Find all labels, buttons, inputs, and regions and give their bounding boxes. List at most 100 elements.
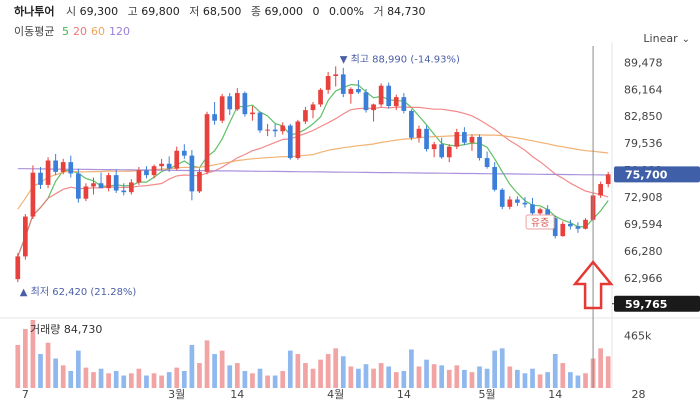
ma-period-5[interactable]: 5 [61, 25, 69, 38]
candle-body[interactable] [454, 132, 460, 147]
candle-body[interactable] [575, 226, 581, 229]
candle-body[interactable] [340, 74, 346, 94]
volume-bar[interactable] [83, 367, 89, 388]
volume-bar[interactable] [174, 367, 180, 388]
volume-bar[interactable] [462, 369, 467, 388]
volume-bar[interactable] [499, 348, 505, 388]
ma-period-60[interactable]: 60 [90, 25, 105, 38]
volume-bar[interactable] [424, 359, 429, 388]
candle-body[interactable] [393, 97, 399, 107]
candle-body[interactable] [250, 112, 255, 115]
volume-bar[interactable] [439, 365, 445, 388]
volume-bar[interactable] [128, 373, 134, 388]
candle-body[interactable] [303, 110, 308, 122]
candle-body[interactable] [287, 125, 293, 159]
volume-bar[interactable] [212, 354, 217, 388]
candle-body[interactable] [530, 204, 535, 214]
volume-bar[interactable] [310, 368, 316, 388]
candle-body[interactable] [515, 199, 520, 203]
volume-bar[interactable] [454, 365, 460, 388]
volume-bar[interactable] [560, 363, 566, 388]
scale-dropdown[interactable]: Linear ⌄ [643, 32, 690, 45]
volume-bar[interactable] [575, 375, 581, 388]
volume-bar[interactable] [469, 372, 475, 388]
volume-bar[interactable] [15, 344, 21, 388]
volume-bar[interactable] [151, 373, 157, 388]
volume-bar[interactable] [303, 363, 308, 388]
candle-body[interactable] [113, 175, 119, 191]
candle-body[interactable] [75, 173, 81, 199]
volume-bar[interactable] [537, 374, 543, 388]
volume-bar[interactable] [484, 368, 490, 388]
candle-body[interactable] [545, 209, 551, 219]
candle-body[interactable] [265, 129, 270, 131]
volume-bar[interactable] [204, 340, 210, 388]
candle-body[interactable] [30, 172, 36, 217]
candle-body[interactable] [242, 93, 248, 115]
candle-body[interactable] [446, 146, 452, 158]
volume-bar[interactable] [363, 364, 369, 388]
volume-bar[interactable] [250, 373, 255, 388]
candle-body[interactable] [212, 114, 217, 121]
volume-bar[interactable] [181, 371, 187, 388]
candle-body[interactable] [83, 186, 89, 199]
volume-bar[interactable] [340, 356, 346, 388]
candle-body[interactable] [439, 144, 445, 158]
candle-body[interactable] [552, 218, 558, 237]
candle-body[interactable] [469, 136, 475, 143]
candle-body[interactable] [333, 74, 339, 76]
volume-bar[interactable] [75, 350, 81, 388]
candle-body[interactable] [348, 89, 354, 94]
volume-bar[interactable] [446, 369, 452, 388]
candle-body[interactable] [280, 125, 286, 132]
volume-bar[interactable] [386, 366, 392, 388]
volume-bar[interactable] [265, 375, 270, 388]
volume-bar[interactable] [507, 366, 513, 388]
volume-bar[interactable] [492, 350, 498, 388]
volume-bar[interactable] [53, 358, 58, 388]
event-label-box[interactable] [525, 214, 555, 230]
candle-body[interactable] [45, 160, 51, 185]
volume-bar[interactable] [23, 329, 28, 388]
volume-bar[interactable] [325, 354, 331, 388]
candle-body[interactable] [492, 167, 498, 190]
candle-body[interactable] [310, 104, 316, 111]
volume-bar[interactable] [530, 368, 535, 388]
ma-period-120[interactable]: 120 [108, 25, 130, 38]
candle-body[interactable] [401, 97, 407, 111]
volume-bar[interactable] [318, 359, 323, 388]
candle-body[interactable] [189, 155, 195, 192]
volume-bar[interactable] [522, 373, 528, 388]
volume-bar[interactable] [333, 348, 339, 388]
candle-body[interactable] [431, 144, 437, 150]
candle-body[interactable] [53, 160, 58, 172]
candle-body[interactable] [234, 93, 240, 110]
candle-body[interactable] [318, 89, 323, 105]
volume-bar[interactable] [401, 371, 407, 388]
candle-body[interactable] [537, 209, 543, 214]
volume-bar[interactable] [234, 363, 240, 388]
candle-body[interactable] [371, 104, 376, 111]
candle-body[interactable] [128, 182, 134, 193]
candle-body[interactable] [219, 96, 225, 121]
candle-body[interactable] [409, 110, 414, 138]
volume-bar[interactable] [257, 368, 263, 388]
volume-bar[interactable] [371, 368, 376, 388]
candle-body[interactable] [272, 129, 278, 132]
volume-bar[interactable] [287, 350, 293, 388]
ma-period-20[interactable]: 20 [72, 25, 87, 38]
candle-body[interactable] [38, 172, 43, 185]
volume-bar[interactable] [552, 354, 558, 388]
candle-body[interactable] [106, 175, 111, 189]
volume-bar[interactable] [144, 375, 149, 388]
candle-body[interactable] [462, 132, 467, 143]
candle-body[interactable] [583, 219, 588, 229]
volume-bar[interactable] [348, 366, 354, 388]
volume-bar[interactable] [136, 368, 142, 388]
candle-body[interactable] [159, 163, 164, 167]
candle-body[interactable] [144, 170, 149, 176]
candle-body[interactable] [484, 158, 490, 167]
volume-bar[interactable] [106, 373, 111, 388]
volume-bar[interactable] [568, 372, 573, 388]
